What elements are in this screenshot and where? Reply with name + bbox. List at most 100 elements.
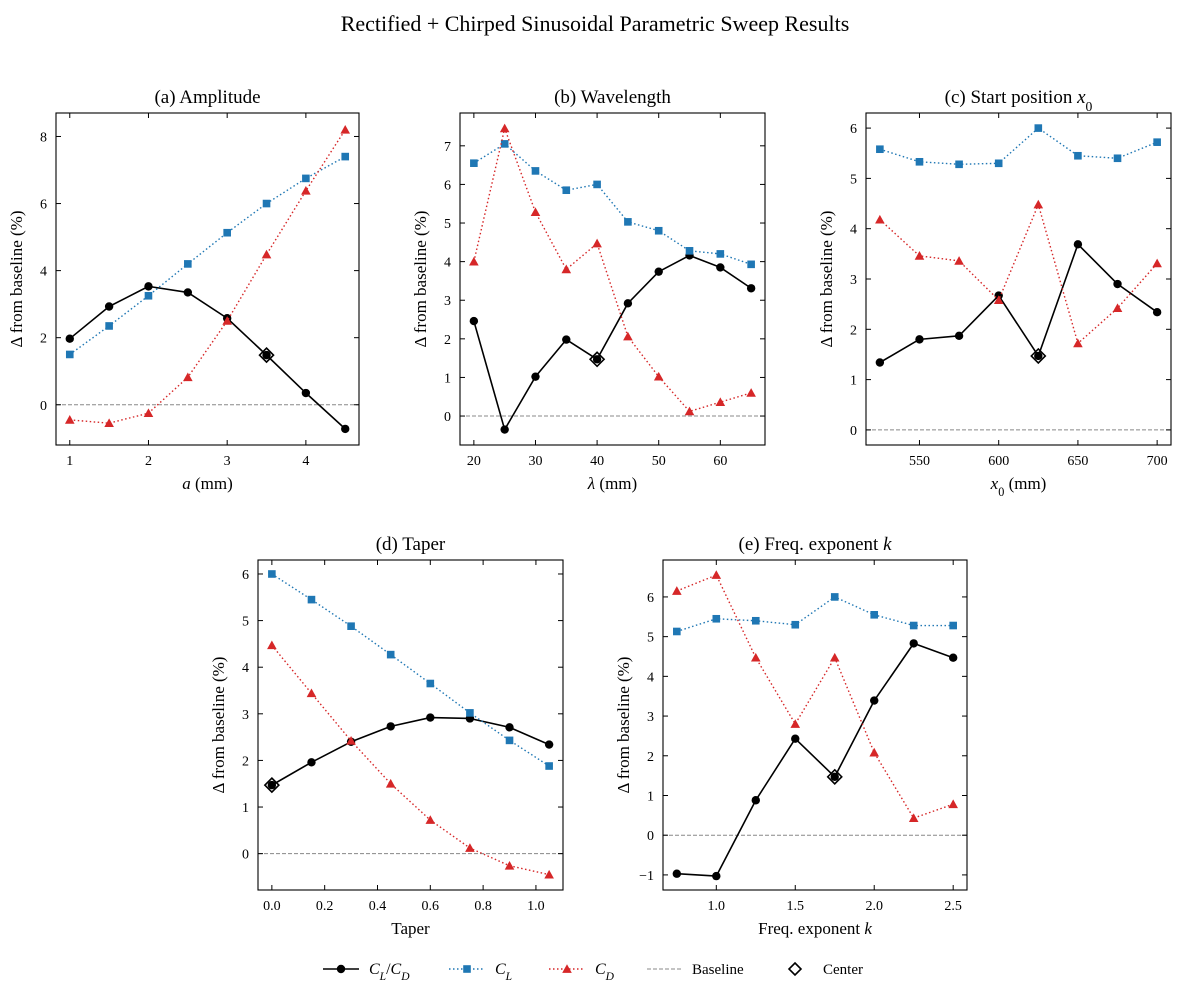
panel-title: (b) Wavelength (554, 87, 671, 108)
axes-frame (257, 559, 564, 891)
point-cl-2 (751, 616, 760, 625)
y-tick-label: 3 (850, 273, 857, 288)
point-cd-2 (346, 736, 356, 745)
legend-item-center: Center (787, 961, 863, 978)
y-axis-label: Δ from baseline (%) (614, 657, 633, 794)
series-line-cl (271, 573, 550, 767)
y-tick-label: 7 (444, 140, 451, 155)
point-ld-2 (531, 372, 540, 381)
point-ld-2 (144, 282, 153, 291)
center-marker (588, 351, 606, 368)
point-cl-9 (747, 260, 755, 269)
legend-marker (463, 965, 471, 973)
y-tick-label: 2 (647, 750, 654, 765)
point-cl-7 (685, 247, 694, 255)
point-cd-4 (592, 238, 602, 248)
y-tick-label: 0 (850, 424, 857, 439)
point-cl-7 (545, 762, 553, 770)
point-cl-2 (531, 167, 540, 175)
point-cd-4 (829, 652, 840, 662)
legend-label: Baseline (692, 962, 744, 978)
point-cl-2 (347, 622, 355, 630)
point-cd-2 (750, 652, 761, 662)
point-ld-9 (746, 284, 756, 293)
point-cd-2 (954, 256, 964, 265)
x-tick-label: 20 (467, 454, 481, 469)
x-tick-label: 3 (224, 454, 231, 469)
y-axis-label: Δ from baseline (%) (209, 657, 228, 794)
series-line-cd (69, 129, 346, 424)
x-axis-label: Freq. exponent k (758, 919, 872, 938)
point-cd-3 (790, 719, 801, 728)
x-tick-label: 0.0 (263, 899, 281, 914)
point-ld-5 (1073, 240, 1083, 249)
point-cl-2 (955, 160, 963, 169)
x-tick-label: 1.0 (708, 899, 726, 914)
point-cd-9 (746, 388, 756, 397)
point-cd-5 (869, 747, 880, 757)
y-tick-label: 1 (850, 374, 857, 389)
x-tick-label: 50 (652, 454, 666, 469)
point-ld-5 (623, 299, 633, 308)
y-tick-label: 0 (242, 848, 249, 863)
point-cd-0 (267, 640, 277, 650)
y-tick-label: 1 (444, 371, 451, 386)
y-tick-label: 4 (40, 265, 47, 280)
x-tick-label: 2.5 (944, 899, 962, 914)
point-cl-5 (1074, 151, 1082, 160)
point-cd-7 (684, 406, 695, 416)
point-ld-3 (183, 288, 193, 297)
legend-item-cl: CL (449, 961, 512, 983)
legend-item-ld: CL/CD (323, 961, 410, 983)
point-cl-0 (268, 570, 276, 578)
axes-frame (865, 112, 1172, 446)
point-ld-2 (954, 331, 964, 341)
point-cl-7 (949, 621, 957, 630)
point-cd-4 (222, 316, 232, 325)
series-line-ld (69, 285, 346, 430)
y-tick-label: 1 (242, 801, 249, 816)
point-cl-4 (1034, 124, 1043, 132)
series-line-ld (676, 642, 954, 877)
legend-label: Center (823, 962, 863, 978)
x-tick-label: 60 (713, 454, 727, 469)
point-ld-7 (1152, 308, 1162, 317)
legend-label: CD (595, 961, 615, 983)
point-cd-1 (914, 251, 925, 260)
x-tick-label: 40 (590, 454, 604, 469)
point-cd-7 (544, 869, 554, 879)
point-cd-3 (993, 295, 1004, 304)
point-cd-2 (143, 408, 154, 417)
center-marker (826, 768, 843, 785)
series-line-cl (676, 596, 954, 633)
point-ld-3 (791, 734, 800, 743)
x-tick-label: 1.5 (787, 899, 805, 914)
point-cd-1 (711, 570, 722, 579)
y-tick-label: 5 (647, 631, 654, 646)
point-ld-0 (875, 358, 885, 367)
x-tick-label: 550 (909, 454, 930, 469)
point-cl-0 (65, 350, 74, 359)
axes-frame (662, 559, 968, 891)
point-cl-4 (593, 180, 601, 189)
x-axis-label: λ (mm) (587, 474, 637, 493)
point-cd-0 (672, 586, 682, 595)
point-cd-3 (183, 372, 193, 382)
y-tick-label: 5 (850, 172, 857, 187)
center-marker (1030, 347, 1047, 365)
series-line-cl (473, 143, 752, 265)
point-ld-5 (870, 696, 879, 705)
y-tick-label: 0 (444, 410, 451, 425)
y-tick-label: 4 (647, 670, 654, 685)
point-ld-1 (712, 871, 721, 881)
series-line-ld (879, 243, 1158, 364)
x-tick-label: 0.2 (316, 899, 334, 914)
point-ld-7 (341, 424, 350, 434)
point-cd-5 (261, 249, 272, 259)
point-cl-4 (830, 593, 839, 601)
point-cd-1 (306, 688, 317, 698)
point-ld-4 (1034, 351, 1043, 361)
y-axis-label: Δ from baseline (%) (7, 211, 26, 348)
series-line-ld (271, 716, 550, 786)
